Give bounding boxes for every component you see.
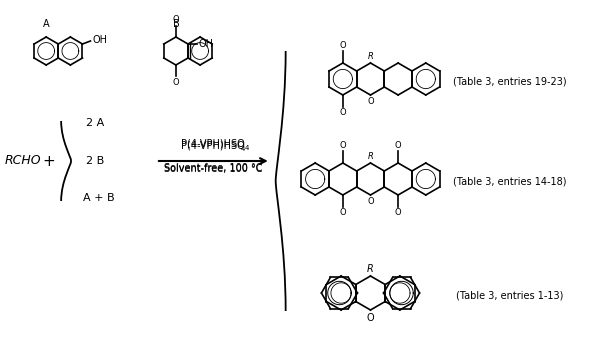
Text: O: O <box>367 313 374 323</box>
Text: +: + <box>43 153 56 169</box>
Text: R: R <box>368 152 373 161</box>
Text: O: O <box>367 197 374 206</box>
Text: P(4-VPH)HSO: P(4-VPH)HSO <box>181 139 245 149</box>
Text: 4: 4 <box>245 145 249 151</box>
Text: O: O <box>395 141 401 150</box>
Text: O: O <box>173 15 179 24</box>
Text: (Table 3, entries 19-23): (Table 3, entries 19-23) <box>453 76 567 86</box>
Text: O: O <box>367 97 374 106</box>
Text: 2 B: 2 B <box>86 156 104 166</box>
Text: OH: OH <box>199 39 214 49</box>
Text: B: B <box>172 19 179 29</box>
Text: (Table 3, entries 1-13): (Table 3, entries 1-13) <box>456 291 564 301</box>
Text: P(4-VPH)HSO: P(4-VPH)HSO <box>181 140 245 150</box>
Text: R: R <box>368 52 373 61</box>
Text: O: O <box>340 141 346 150</box>
Text: OH: OH <box>93 35 108 45</box>
Text: Solvent-free, 100 °C: Solvent-free, 100 °C <box>164 164 262 174</box>
Text: 4: 4 <box>241 146 245 152</box>
Text: 2 A: 2 A <box>86 118 104 128</box>
Text: (Table 3, entries 14-18): (Table 3, entries 14-18) <box>453 176 567 186</box>
Text: A: A <box>43 19 50 29</box>
Text: O: O <box>340 108 346 117</box>
Text: O: O <box>340 208 346 217</box>
Text: O: O <box>173 78 179 87</box>
Text: Solvent-free, 100 °C: Solvent-free, 100 °C <box>164 163 262 173</box>
Text: R: R <box>367 264 374 274</box>
Text: RCHO: RCHO <box>5 155 41 168</box>
Text: A + B: A + B <box>83 193 115 203</box>
Text: O: O <box>340 41 346 50</box>
Text: O: O <box>395 208 401 217</box>
